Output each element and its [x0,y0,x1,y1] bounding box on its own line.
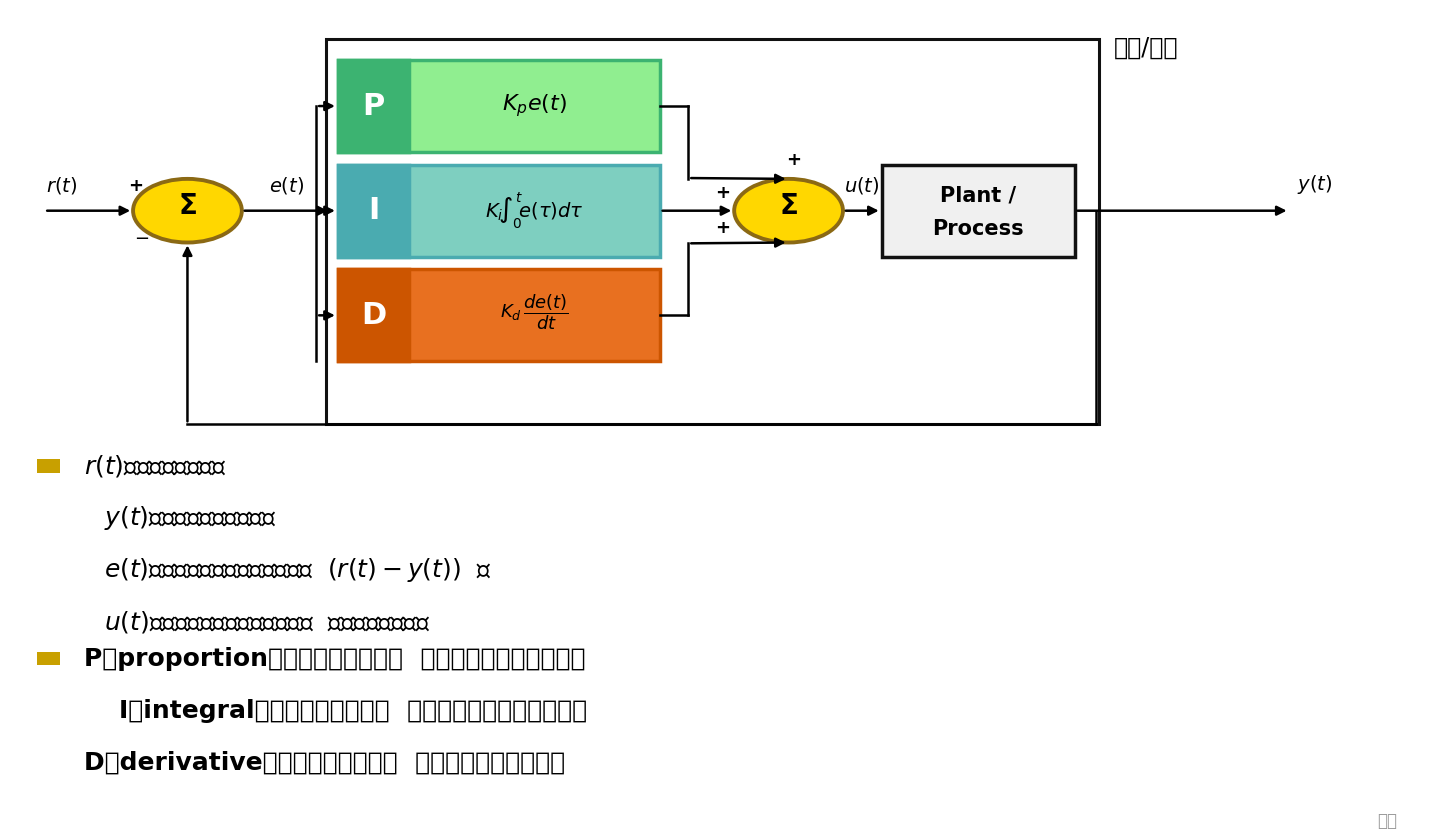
Text: $\mathbf{\Sigma}$: $\mathbf{\Sigma}$ [779,192,797,220]
Text: Plant /: Plant / [941,186,1017,206]
Text: $r(t)$: $r(t)$ [46,175,77,196]
Text: $\mathbf{\Sigma}$: $\mathbf{\Sigma}$ [178,192,196,220]
Text: $y(t)$: $y(t)$ [1296,173,1332,196]
Text: D：derivative（非负微分系数），  对偏差进行微分运算。: D：derivative（非负微分系数）， 对偏差进行微分运算。 [85,750,565,774]
FancyBboxPatch shape [37,459,60,473]
Text: 洛谷: 洛谷 [1377,812,1397,830]
FancyBboxPatch shape [37,652,60,665]
Text: $\mathbf{I}$: $\mathbf{I}$ [369,197,379,225]
Circle shape [133,179,242,243]
Text: $e(t)$即偏差是设定值与过程值的差  $(r(t)-y(t))$  ；: $e(t)$即偏差是设定值与过程值的差 $(r(t)-y(t))$ ； [105,556,492,584]
Text: $K_i\!\int_0^t\!e(\tau)d\tau$: $K_i\!\int_0^t\!e(\tau)d\tau$ [485,191,584,231]
Text: $-$: $-$ [133,228,149,246]
Text: $K_d\,\dfrac{de(t)}{dt}$: $K_d\,\dfrac{de(t)}{dt}$ [500,292,569,332]
Text: Process: Process [932,219,1024,239]
Text: $\mathbf{P}$: $\mathbf{P}$ [361,92,384,121]
FancyBboxPatch shape [338,165,660,257]
FancyBboxPatch shape [338,60,409,152]
FancyBboxPatch shape [338,270,660,361]
Text: +: + [716,184,730,202]
Text: $r(t)$是所需的设定值；: $r(t)$是所需的设定值； [85,453,227,479]
Text: $u(t)$: $u(t)$ [845,175,880,196]
Circle shape [734,179,843,243]
Text: $e(t)$: $e(t)$ [268,175,304,196]
FancyBboxPatch shape [338,270,409,361]
Text: I：integral（非负积分系数），  就是对偏差进行积分运算。: I：integral（非负积分系数）， 就是对偏差进行积分运算。 [119,699,587,722]
FancyBboxPatch shape [338,165,409,257]
Text: $\mathbf{D}$: $\mathbf{D}$ [361,301,386,330]
Text: +: + [786,151,802,169]
Text: +: + [129,177,143,196]
Text: $u(t)$是经过计算得到的控制变量，  输入到控制器中。: $u(t)$是经过计算得到的控制变量， 输入到控制器中。 [105,609,430,635]
Text: +: + [716,219,730,237]
FancyBboxPatch shape [882,165,1076,257]
Text: $K_p e(t)$: $K_p e(t)$ [502,92,566,119]
Text: P：proportion（非负比例系数），  就是偏差乘以一个常数。: P：proportion（非负比例系数）， 就是偏差乘以一个常数。 [85,647,587,670]
FancyBboxPatch shape [338,60,660,152]
Text: 实体/过程: 实体/过程 [1114,35,1179,60]
Text: $y(t)$是测量的过程输出值；: $y(t)$是测量的过程输出值； [105,504,277,532]
